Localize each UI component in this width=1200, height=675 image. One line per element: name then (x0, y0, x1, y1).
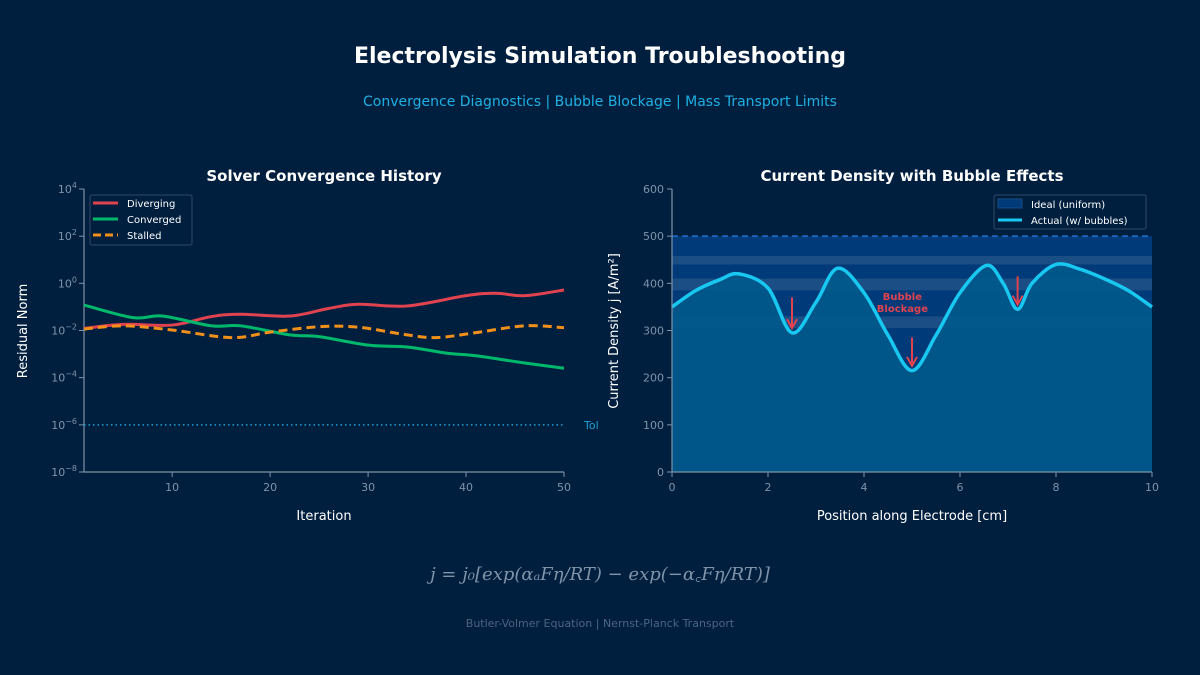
y-tick-label: 100 (58, 275, 77, 290)
x-tick-label: 10 (1145, 481, 1159, 494)
y-tick-label: 0 (657, 466, 664, 479)
right-x-axis-label: Position along Electrode [cm] (817, 509, 1007, 524)
y-tick-label: 600 (643, 183, 664, 196)
y-tick-label: 200 (643, 372, 664, 385)
footer-caption: Butler-Volmer Equation | Nernst-Planck T… (465, 617, 735, 630)
series-line-diverging (83, 288, 565, 330)
arrow-head-icon (1011, 295, 1024, 307)
right-y-axis-label: Current Density j [A/m²] (607, 253, 622, 409)
right-legend (993, 194, 1147, 230)
arrow-head-icon (786, 318, 798, 331)
x-tick-label: 10 (165, 481, 179, 494)
x-tick-label: 30 (361, 481, 375, 494)
bubble-blockage-label: Bubble (883, 292, 922, 303)
actual-current-line (670, 262, 1153, 373)
x-tick-label: 20 (263, 481, 277, 494)
series-line-converged (83, 303, 565, 370)
y-tick-label: 102 (58, 228, 77, 243)
x-tick-label: 40 (459, 481, 473, 494)
y-tick-label: 300 (643, 325, 664, 338)
arrow-head-icon (906, 356, 918, 368)
x-tick-label: 2 (765, 481, 772, 494)
actual-fill-area (672, 263, 1152, 472)
y-tick-label: 10−8 (51, 464, 77, 479)
x-tick-label: 50 (557, 481, 571, 494)
y-tick-label: 100 (643, 419, 664, 432)
page-subtitle: Convergence Diagnostics | Bubble Blockag… (363, 94, 837, 110)
x-tick-label: 0 (669, 481, 676, 494)
y-tick-label: 400 (643, 277, 664, 290)
left-chart-title: Solver Convergence History (206, 167, 442, 185)
y-tick-label: 104 (58, 181, 77, 196)
legend-label: Actual (w/ bubbles) (1031, 216, 1128, 227)
series-line-stalled (83, 324, 565, 340)
y-tick-label: 10−4 (51, 370, 77, 385)
x-tick-label: 8 (1053, 481, 1060, 494)
legend-swatch-ideal (997, 198, 1023, 209)
y-tick-label: 500 (643, 230, 664, 243)
page-title: Electrolysis Simulation Troubleshooting (353, 44, 846, 69)
tolerance-label: Tol (583, 419, 599, 432)
y-tick-label: 10−2 (51, 323, 77, 338)
legend-label: Diverging (127, 199, 175, 210)
legend-label: Ideal (uniform) (1031, 200, 1105, 211)
bubble-blockage-label: Blockage (877, 304, 928, 315)
bubble-band (672, 278, 1152, 291)
x-tick-label: 6 (957, 481, 964, 494)
butler-volmer-equation: j = j₀[exp(αₐFη/RT) − exp(−α꜀Fη/RT)] (430, 564, 770, 585)
x-tick-label: 4 (861, 481, 868, 494)
right-chart-title: Current Density with Bubble Effects (760, 167, 1063, 185)
left-x-axis-label: Iteration (296, 509, 351, 524)
left-y-axis-label: Residual Norm (16, 284, 31, 379)
left-legend (89, 194, 193, 246)
bubble-band (672, 255, 1152, 265)
bubble-band (672, 316, 1152, 329)
legend-label: Stalled (127, 231, 161, 242)
legend-label: Converged (127, 215, 181, 226)
y-tick-label: 10−6 (51, 417, 77, 432)
